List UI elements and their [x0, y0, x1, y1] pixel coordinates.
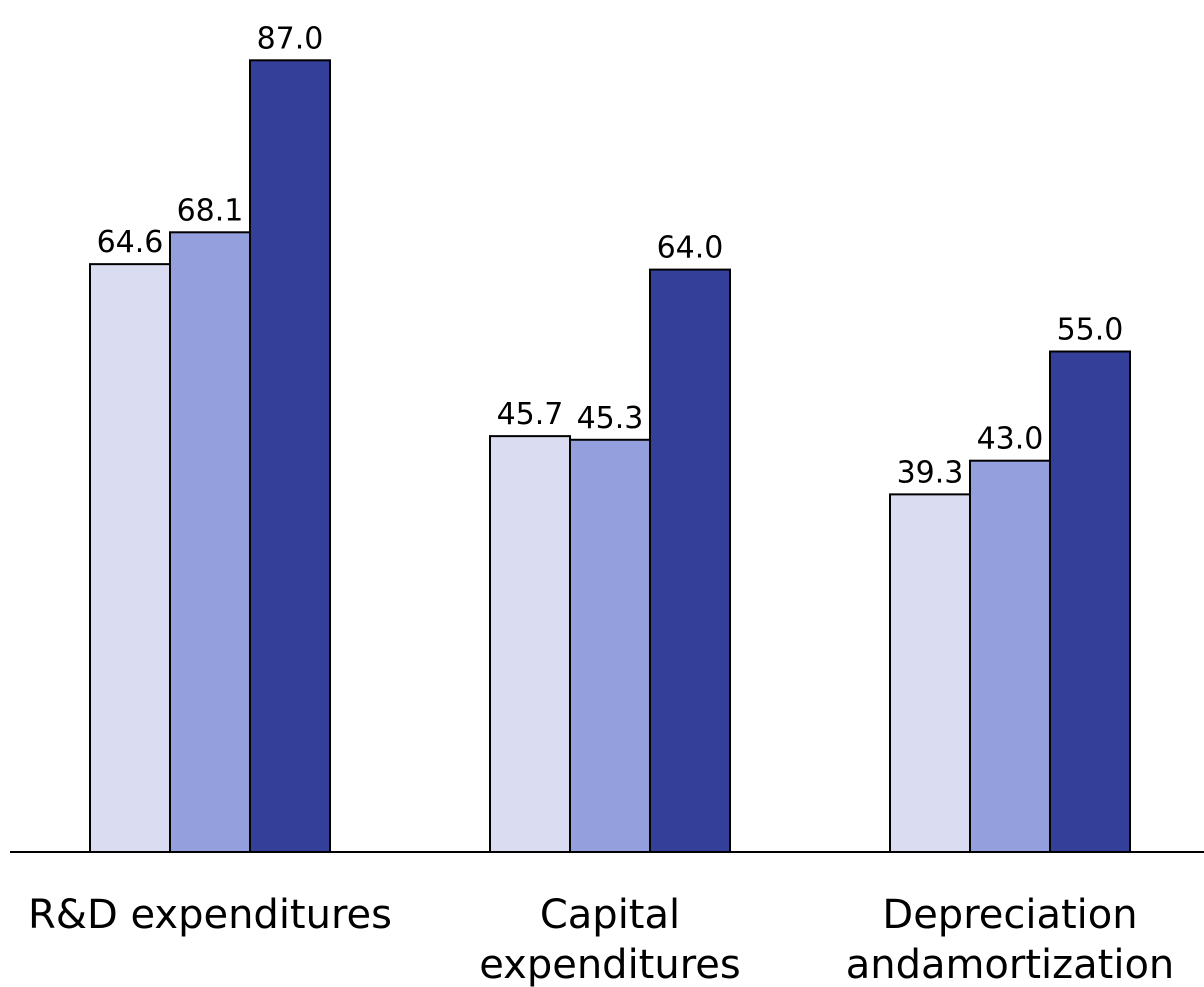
category-label-1: R&D expenditures	[28, 892, 392, 938]
bar-s3-c2	[649, 268, 731, 854]
value-label-s3-c1: 87.0	[257, 21, 324, 56]
bar-s1-c2	[489, 435, 571, 853]
value-label-s1-c1: 64.6	[97, 225, 164, 260]
value-label-s2-c2: 45.3	[577, 401, 644, 436]
value-label-s2-c1: 68.1	[177, 193, 244, 228]
category-labels-layer: R&D expenditures Capital expenditures Depre…	[28, 892, 1174, 987]
category-label-3-line-1: Depreciation	[882, 892, 1137, 938]
value-label-s3-c3: 55.0	[1057, 313, 1124, 348]
bar-s1-c3	[889, 493, 971, 853]
category-label-3-line-2: andamortization	[846, 942, 1175, 987]
bar-s2-c1	[169, 231, 251, 854]
bar-s2-c2	[569, 438, 651, 853]
value-label-s1-c2: 45.7	[497, 397, 564, 432]
value-label-s3-c2: 64.0	[657, 231, 724, 266]
value-labels-layer: 64.6 45.7 39.3 68.1 45.3 43.0 87.0 64.0 55.0	[97, 21, 1124, 490]
category-label-2-line-2: expenditures	[479, 942, 740, 987]
category-label-2-line-1: Capital	[540, 892, 680, 938]
bar-s3-c3	[1049, 350, 1131, 853]
category-label-3: Depreciation andamortization	[846, 892, 1175, 987]
category-label-2: Capital expenditures	[479, 892, 740, 987]
bar-s2-c3	[969, 459, 1051, 853]
value-label-s2-c3: 43.0	[977, 422, 1044, 457]
category-label-1-line-1: R&D expenditures	[28, 892, 392, 938]
bar-s1-c1	[89, 263, 171, 853]
bars-layer	[89, 59, 1131, 854]
bar-s3-c1	[249, 59, 331, 854]
value-label-s1-c3: 39.3	[897, 455, 964, 490]
